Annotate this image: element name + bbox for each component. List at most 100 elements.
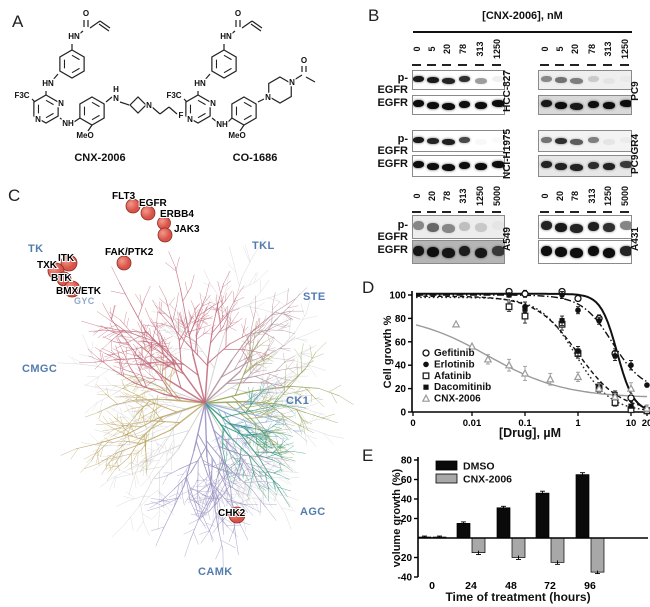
blot-band <box>427 162 439 170</box>
bond <box>203 73 211 82</box>
lane-concentration-label: 5 <box>555 46 565 52</box>
atom-label: N <box>58 99 64 108</box>
blot-box <box>412 95 505 115</box>
lane-tick <box>555 211 564 213</box>
kinase-label: EGFR <box>139 198 168 209</box>
bars-dmso <box>417 472 590 539</box>
blot-band <box>475 247 487 258</box>
blot-band <box>540 245 552 256</box>
blot-band <box>441 163 455 171</box>
e-x-axis-title: Time of treatment (hours) <box>445 590 591 604</box>
kinase-group-label: GYC <box>74 296 95 306</box>
bond <box>151 106 161 115</box>
d-x-tick-label: 20 <box>642 418 650 429</box>
cell-line-label: NCI-H1975 <box>501 128 513 180</box>
lane-tick <box>620 211 629 213</box>
lane-concentration-label: 0 <box>540 46 550 52</box>
blot-box <box>538 70 632 90</box>
tree-branch-group <box>204 287 309 404</box>
kinome-tree-panel: FLT3 EGFR ERBB4 JAK3 FAK/PTK2 ITK TXK BTK BMX/ET… <box>0 183 420 607</box>
bond <box>257 98 265 103</box>
blot-band <box>603 163 615 171</box>
lane-concentration-label: 0 <box>540 193 550 199</box>
d-y-tick-label: 80 <box>395 314 407 325</box>
blot-band <box>458 76 470 83</box>
series-cnx-2006 <box>451 319 650 413</box>
fit-curve-afatinib <box>416 296 648 411</box>
e-y-tick-label: 20 <box>401 514 413 525</box>
lane-tick <box>603 211 612 213</box>
e-y-tick-label: 40 <box>401 495 413 506</box>
blot-band <box>555 77 567 83</box>
antibody-row-label: p-EGFR <box>377 133 408 157</box>
bond <box>31 98 36 103</box>
d-x-axis-title: [Drug], µM <box>498 426 562 440</box>
blot-band <box>603 223 615 233</box>
lane-tick <box>540 64 549 66</box>
lane-tick <box>603 64 612 66</box>
kinase-highlight-dot <box>140 205 156 221</box>
atom-label: HN <box>68 32 80 41</box>
ring-bond <box>211 49 237 79</box>
blot-band <box>475 102 487 110</box>
lane-tick <box>555 64 564 66</box>
e-y-tick-label: -40 <box>398 573 413 584</box>
atom-label: F3C <box>14 91 29 100</box>
lane-concentration-label: 1250 <box>492 38 502 60</box>
blot-band <box>427 101 439 109</box>
bond <box>226 117 233 124</box>
lane-concentration-label: 313 <box>475 41 485 57</box>
blot-band <box>458 161 470 170</box>
d-legend-label: Erlotinib <box>434 359 475 370</box>
cell-line-label: PC9 <box>629 81 641 101</box>
bar <box>575 474 590 539</box>
atom-label: N <box>210 99 216 108</box>
kinase-highlight-dot <box>116 255 132 271</box>
atom-label: N <box>187 115 193 124</box>
e-legend-label: DMSO <box>463 461 495 473</box>
d-y-tick-label: 100 <box>389 291 406 302</box>
lane-tick <box>587 64 596 66</box>
antibody-row-label: EGFR <box>377 97 408 109</box>
blot-band <box>603 77 615 84</box>
tree-branch-group <box>79 251 273 404</box>
lane-tick <box>620 64 629 66</box>
blot-band <box>569 102 583 110</box>
d-y-axis-title: Cell growth % <box>382 315 394 389</box>
atom-label: MeO <box>228 131 245 140</box>
bond <box>73 117 81 123</box>
lane-concentration-label: 78 <box>442 191 452 202</box>
blot-band <box>458 137 470 144</box>
lane-tick <box>427 211 436 213</box>
atom-label: O <box>235 9 241 18</box>
panel-letter-b: B <box>368 6 380 25</box>
double-bond <box>45 112 54 119</box>
bond <box>241 20 253 29</box>
e-x-tick-label: 48 <box>505 580 517 592</box>
antibody-row-label: p-EGFR <box>377 219 408 243</box>
lane-tick <box>458 64 467 66</box>
double-bond <box>223 67 232 74</box>
blot-band <box>427 138 439 144</box>
blot-band <box>569 163 583 171</box>
blot-box <box>412 215 505 239</box>
blot-band <box>587 246 599 257</box>
bond <box>168 106 178 115</box>
kinase-highlight-dot <box>125 198 141 214</box>
blot-band <box>555 222 567 232</box>
bond <box>89 20 101 29</box>
bar <box>456 523 471 539</box>
lane-tick <box>475 64 484 66</box>
d-x-tick-label: 1 <box>575 418 581 429</box>
e-x-tick-label: 96 <box>584 580 596 592</box>
blot-band <box>427 247 439 257</box>
lane-tick <box>412 211 421 213</box>
e-x-tick-label: 24 <box>465 580 477 592</box>
lane-tick <box>442 64 451 66</box>
fit-curve-erlotinib <box>416 294 648 383</box>
blot-band <box>603 247 615 258</box>
bar <box>590 537 605 573</box>
azetidine-ring <box>129 96 147 114</box>
